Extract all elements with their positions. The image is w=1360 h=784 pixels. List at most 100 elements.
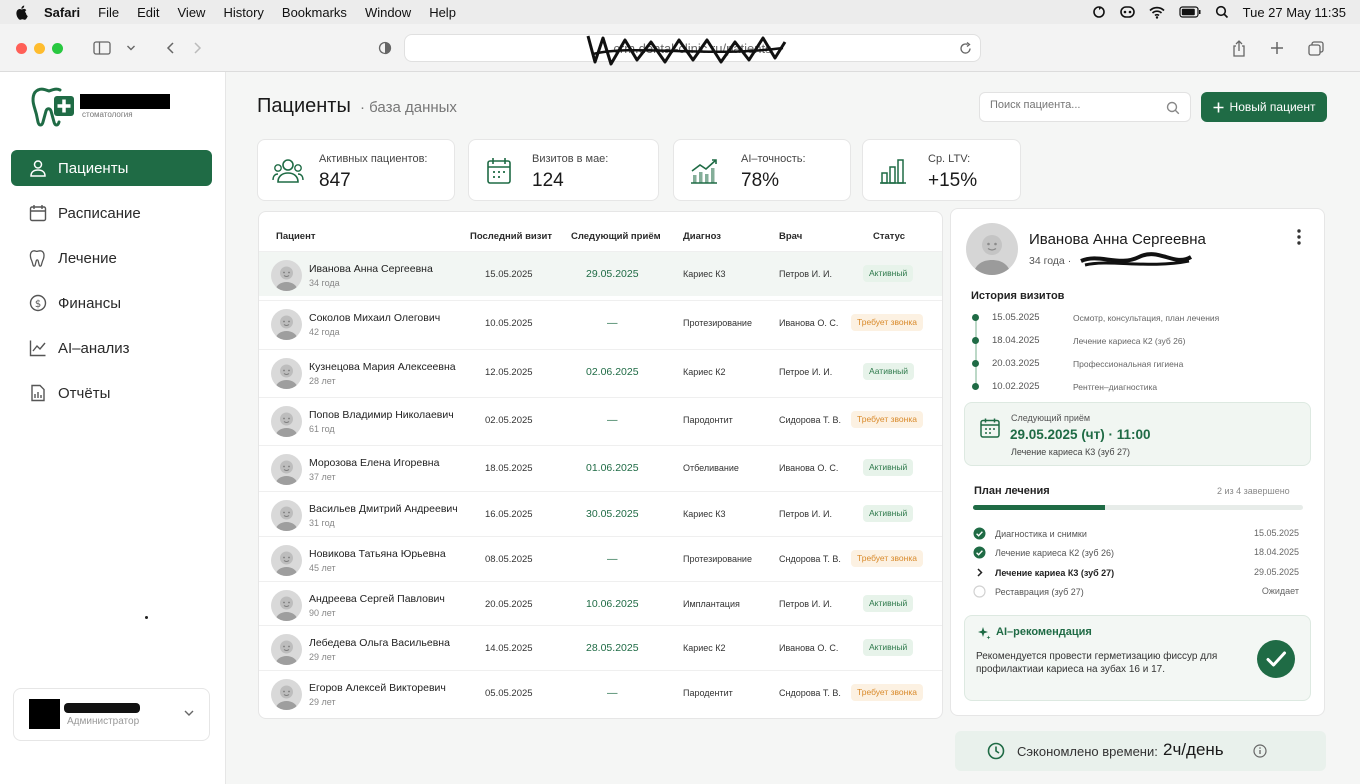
trend-chart-icon	[691, 159, 717, 184]
table-row[interactable]: Егоров Алексей Викторевич 29 лет 05.05.202…	[259, 670, 942, 715]
sidebar-item-schedule[interactable]: Расписание	[11, 195, 212, 231]
column-header-next-visit[interactable]: Следующий приём	[571, 231, 661, 242]
last-visit-date: 08.05.2025	[485, 554, 533, 565]
user-profile-card[interactable]: С. А. В. Администратор	[13, 688, 210, 741]
avatar-face-icon	[275, 596, 298, 621]
doctor: Сидорова Т. В.	[779, 415, 841, 425]
status-badge: Активный	[863, 459, 914, 476]
visit-description: Профессиональная гигиена	[1073, 359, 1184, 369]
menu-history[interactable]: History	[223, 4, 264, 20]
sync-icon[interactable]	[1092, 5, 1106, 19]
treatment-step[interactable]: Диагностика и снимки 15.05.2025	[973, 527, 1303, 541]
stat-label: AI–точность:	[741, 153, 806, 165]
table-row[interactable]: Новикова Татьяна Юрьевна 45 лет 08.05.2025…	[259, 536, 942, 581]
sidebar-item-label: Лечение	[58, 249, 117, 267]
accept-recommendation-button[interactable]	[1257, 640, 1295, 678]
sidebar-item-label: Расписание	[58, 204, 141, 222]
last-visit-date: 05.05.2025	[485, 688, 533, 699]
treatment-step[interactable]: Лечение кариеса К2 (зуб 26) 18.04.2025	[973, 546, 1303, 560]
table-row[interactable]: Лебедева Ольга Васильевна 29 лет 14.05.202…	[259, 625, 942, 670]
patient-name[interactable]: Лебедева Ольга Васильевна	[309, 637, 450, 649]
apple-icon[interactable]	[14, 4, 30, 20]
visit-history-item[interactable]: 10.02.2025 Рентген–диагностика	[971, 380, 1311, 394]
more-options-icon[interactable]	[1291, 227, 1307, 247]
control-icon[interactable]	[1119, 5, 1135, 19]
close-window-button[interactable]	[16, 43, 27, 54]
battery-icon[interactable]	[1179, 6, 1201, 18]
menu-bookmarks[interactable]: Bookmarks	[281, 4, 347, 20]
patient-name[interactable]: Попов Владимир Николаевич	[309, 409, 454, 421]
treatment-step[interactable]: Лечение кариеа К3 (зуб 27) 29.05.2025	[973, 566, 1303, 580]
doctor: Петров И. И.	[779, 509, 833, 519]
patient-name[interactable]: Васильев Дмитрий Андреевич	[309, 503, 458, 515]
reload-icon[interactable]	[955, 38, 975, 58]
menu-app-name[interactable]: Safari	[44, 4, 81, 20]
column-header-last-visit[interactable]: Последний визит	[470, 231, 552, 242]
table-row[interactable]: Кузнецова Мария Алексеевна 28 лет 12.05.20…	[259, 349, 942, 394]
sidebar-item-finance[interactable]: $ Финансы	[11, 285, 212, 321]
patient-name[interactable]: Морозова Елена Игоревна	[309, 457, 440, 469]
patient-age: 45 лет	[309, 563, 336, 573]
visit-date: 10.02.2025	[992, 381, 1040, 392]
menu-help[interactable]: Help	[429, 4, 456, 20]
search-box[interactable]	[979, 92, 1191, 122]
forward-icon[interactable]	[187, 38, 207, 58]
table-row[interactable]: Соколов Михаил Олегович 42 года 10.05.2025…	[259, 300, 942, 345]
visit-history-item[interactable]: 20.03.2025 Профессиональная гигиена	[971, 357, 1311, 371]
visit-history-item[interactable]: 18.04.2025 Лечение кариеса К2 (зуб 26)	[971, 334, 1311, 348]
sidebar-item-treatment[interactable]: Лечение	[11, 240, 212, 276]
table-row[interactable]: Попов Владимир Николаевич 61 год 02.05.202…	[259, 397, 942, 442]
wifi-icon[interactable]	[1149, 6, 1165, 19]
patient-name[interactable]: Новикова Татьяна Юрьевна	[309, 548, 446, 560]
patient-name[interactable]: Егоров Алексей Викторевич	[309, 682, 446, 694]
sidebar-item-patients[interactable]: Пациенты	[11, 150, 212, 186]
patient-name[interactable]: Андреева Сергей Павлович	[309, 593, 445, 605]
chevron-down-icon[interactable]	[182, 706, 196, 720]
diagnosis: Отбеливание	[683, 463, 739, 473]
column-header-patient[interactable]: Пациент	[276, 231, 316, 242]
patient-name[interactable]: Иванова Анна Сергеевна	[309, 263, 433, 275]
search-icon[interactable]	[1166, 101, 1180, 115]
menu-edit[interactable]: Edit	[137, 4, 160, 20]
spotlight-icon[interactable]	[1215, 5, 1229, 19]
new-tab-icon[interactable]	[1267, 38, 1287, 58]
menu-window[interactable]: Window	[364, 4, 412, 20]
search-input[interactable]	[990, 99, 1160, 111]
column-header-diagnosis[interactable]: Диагноз	[683, 231, 721, 242]
new-patient-button[interactable]: Новый пациент	[1201, 92, 1327, 122]
table-row[interactable]: Васильев Дмитрий Андреевич 31 год 16.05.20…	[259, 491, 942, 536]
column-header-status[interactable]: Статус	[873, 231, 906, 242]
visit-description: Рентген–диагностика	[1073, 382, 1158, 392]
diagnosis: Пародентит	[683, 688, 733, 698]
table-row[interactable]: Иванова Анна Сергеевна 34 года 15.05.2025 2…	[259, 251, 942, 296]
menu-view[interactable]: View	[177, 4, 206, 20]
treatment-step[interactable]: Реставрация (зуб 27) Ожидает	[973, 585, 1303, 599]
info-icon[interactable]	[1253, 744, 1267, 758]
stat-card-ai-accuracy: AI–точность: 78%	[673, 139, 851, 201]
visit-history-item[interactable]: 15.05.2025 Осмотр, консультация, план леч…	[971, 311, 1311, 325]
zoom-window-button[interactable]	[52, 43, 63, 54]
sidebar-item-reports[interactable]: Отчёты	[11, 375, 212, 411]
clock-icon	[987, 742, 1005, 760]
column-header-doctor[interactable]: Врач	[779, 231, 803, 242]
next-appointment-card[interactable]: Следующий приём 29.05.2025 (чт) · 11:00 …	[964, 402, 1311, 466]
share-icon[interactable]	[1229, 38, 1249, 58]
sidebar-toggle-icon[interactable]	[92, 38, 112, 58]
users-icon	[272, 159, 304, 183]
table-row[interactable]: Морозова Елена Игоревна 37 лет 18.05.2025 0…	[259, 445, 942, 490]
avatar	[271, 309, 302, 340]
minimize-window-button[interactable]	[34, 43, 45, 54]
doctor: Иванова О. С.	[779, 318, 839, 328]
menu-file[interactable]: File	[98, 4, 120, 20]
sidebar-item-ai-analysis[interactable]: AI–анализ	[11, 330, 212, 366]
patient-name[interactable]: Соколов Михаил Олегович	[309, 312, 441, 324]
dollar-icon: $	[29, 294, 47, 312]
doctor: Петров И. И.	[779, 269, 833, 279]
brand-subtitle: стоматология	[82, 110, 133, 119]
chevron-down-icon[interactable]	[121, 38, 141, 58]
back-icon[interactable]	[161, 38, 181, 58]
table-row[interactable]: Андреева Сергей Павлович 90 лет 20.05.2025…	[259, 581, 942, 626]
tab-overview-icon[interactable]	[1306, 38, 1326, 58]
privacy-shield-icon[interactable]	[375, 38, 395, 58]
patient-name[interactable]: Кузнецова Мария Алексеевна	[309, 361, 456, 373]
